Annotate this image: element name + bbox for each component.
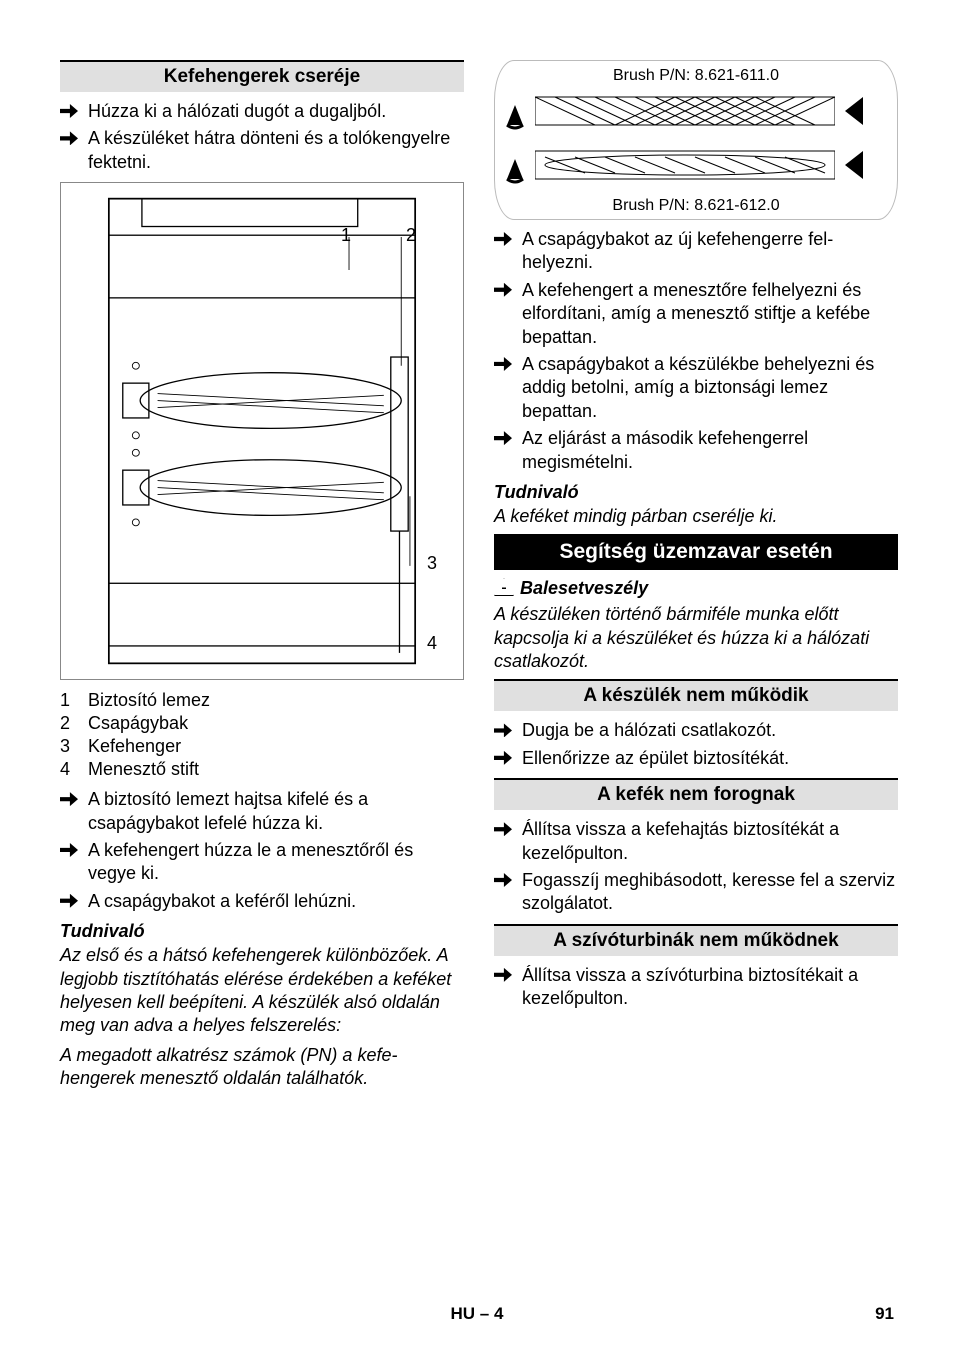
- list-item: A készüléket hátra dönteni és a tolók­en…: [60, 127, 464, 174]
- list-item: 2Csapágybak: [60, 713, 464, 734]
- list-item: A csapágybakot a keféről lehúzni.: [60, 890, 464, 913]
- bullets-sub3: Állítsa vissza a szívóturbina biztosíté­…: [494, 964, 898, 1011]
- list-item: A kefehengert húzza le a menesztőről és …: [60, 839, 464, 886]
- triangle-icon: [841, 145, 867, 185]
- brush-pn-top: Brush P/N: 8.621-611.0: [503, 67, 889, 85]
- subsection-title: A kefék nem forognak: [494, 778, 898, 810]
- list-item: A kefehengert a menesztőre felhelyezni é…: [494, 279, 898, 349]
- list-item: Fogasszíj meghibásodott, keresse fel a s…: [494, 869, 898, 916]
- brush-pn-bottom: Brush P/N: 8.621-612.0: [503, 197, 889, 215]
- list-item: Ellenőrizze az épület biztosítékát.: [494, 747, 898, 770]
- bullets-sub2: Állítsa vissza a kefehajtás biztosítékát…: [494, 818, 898, 916]
- diagram-label: 4: [427, 633, 437, 654]
- diagram-label: 2: [406, 225, 416, 246]
- list-item: 3Kefehenger: [60, 736, 464, 757]
- diagram-label: 1: [341, 225, 351, 246]
- direction-icon: [503, 145, 529, 185]
- brush-pn-diagram: Brush P/N: 8.621-611.0: [494, 60, 898, 220]
- brush-row: [503, 89, 889, 133]
- danger-body: A készüléken történő bármiféle munka elő…: [494, 603, 898, 673]
- subsection-title: A szívóturbinák nem működnek: [494, 924, 898, 956]
- brush-roller-icon: [535, 89, 835, 133]
- triangle-icon: [841, 91, 867, 131]
- list-item: Állítsa vissza a kefehajtás biztosítékát…: [494, 818, 898, 865]
- list-item: Húzza ki a hálózati dugót a dugaljból.: [60, 100, 464, 123]
- list-item: Dugja be a hálózati csatlakozót.: [494, 719, 898, 742]
- list-item: Állítsa vissza a szívóturbina biztosíté­…: [494, 964, 898, 1011]
- brush-roller-icon: [535, 143, 835, 187]
- section-title-black: Segítség üzemzavar esetén: [494, 534, 898, 570]
- section-title: Kefehengerek cseréje: [60, 60, 464, 92]
- bullets-mid: A biztosító lemezt hajtsa kifelé és a cs…: [60, 788, 464, 913]
- note-label: Tudnivaló: [60, 921, 464, 942]
- list-item: 4Menesztő stift: [60, 759, 464, 780]
- bullets-right: A csapágybakot az új kefehengerre fel­he…: [494, 228, 898, 474]
- list-item: 1Biztosító lemez: [60, 690, 464, 711]
- diagram-label: 3: [427, 553, 437, 574]
- parts-list: 1Biztosító lemez 2Csapágybak 3Kefehenger…: [60, 690, 464, 780]
- brush-roller-diagram: 1 2 3 4: [60, 182, 464, 680]
- page-footer: HU – 4: [0, 1304, 954, 1324]
- bullets-top: Húzza ki a hálózati dugót a dugaljból. A…: [60, 100, 464, 174]
- danger-label: Balesetveszély: [494, 578, 898, 599]
- list-item: A biztosító lemezt hajtsa kifelé és a cs…: [60, 788, 464, 835]
- bullets-sub1: Dugja be a hálózati csatlakozót. Ellenőr…: [494, 719, 898, 770]
- note-label: Tudnivaló: [494, 482, 898, 503]
- direction-icon: [503, 91, 529, 131]
- page-number: 91: [875, 1304, 894, 1324]
- subsection-title: A készülék nem működik: [494, 679, 898, 711]
- list-item: Az eljárást a második kefehengerrel megi…: [494, 427, 898, 474]
- note-body: Az első és a hátsó kefehengerek különbö­…: [60, 944, 464, 1038]
- note-body: A megadott alkatrész számok (PN) a kefe­…: [60, 1044, 464, 1091]
- list-item: A csapágybakot az új kefehengerre fel­he…: [494, 228, 898, 275]
- brush-row: [503, 143, 889, 187]
- note-body: A keféket mindig párban cserélje ki.: [494, 505, 898, 528]
- list-item: A csapágybakot a készülékbe behe­lyezni …: [494, 353, 898, 423]
